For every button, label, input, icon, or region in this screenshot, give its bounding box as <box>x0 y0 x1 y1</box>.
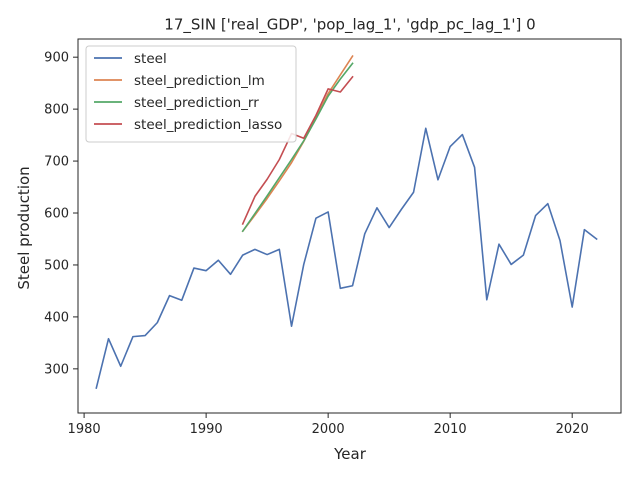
x-tick-label: 2020 <box>556 422 589 437</box>
legend-label: steel_prediction_lm <box>134 73 265 89</box>
y-tick-label: 400 <box>44 310 69 325</box>
x-axis-ticks: 1980 1990 2000 2010 2020 <box>68 413 589 437</box>
legend-label: steel_prediction_rr <box>134 95 259 111</box>
x-tick-label: 2010 <box>434 422 467 437</box>
series-line-steel <box>95 127 598 390</box>
y-tick-label: 700 <box>44 155 69 170</box>
y-tick-label: 600 <box>44 207 69 222</box>
legend-label: steel_prediction_lasso <box>134 117 282 133</box>
legend: steel steel_prediction_lm steel_prediction… <box>85 45 297 143</box>
y-tick-label: 300 <box>44 362 69 377</box>
legend-box <box>85 45 297 143</box>
series-line-steel-prediction-rr <box>241 62 354 233</box>
axes-frame <box>77 38 622 414</box>
y-axis-label: Steel production <box>15 166 33 289</box>
x-tick-label: 2000 <box>312 422 345 437</box>
legend-label: steel <box>134 51 167 67</box>
x-tick-label: 1990 <box>190 422 223 437</box>
chart-title: 17_SIN ['real_GDP', 'pop_lag_1', 'gdp_pc… <box>164 16 535 35</box>
x-tick-label: 1980 <box>68 422 101 437</box>
y-axis-ticks: 300 400 500 600 700 800 900 <box>44 51 78 377</box>
series-line-steel-prediction-lm <box>241 55 354 233</box>
series-line-steel-prediction-lasso <box>241 75 354 225</box>
y-tick-label: 800 <box>44 103 69 118</box>
x-axis-label: Year <box>333 445 367 463</box>
plot-area <box>77 38 622 414</box>
y-tick-label: 500 <box>44 258 69 273</box>
y-tick-label: 900 <box>44 51 69 66</box>
